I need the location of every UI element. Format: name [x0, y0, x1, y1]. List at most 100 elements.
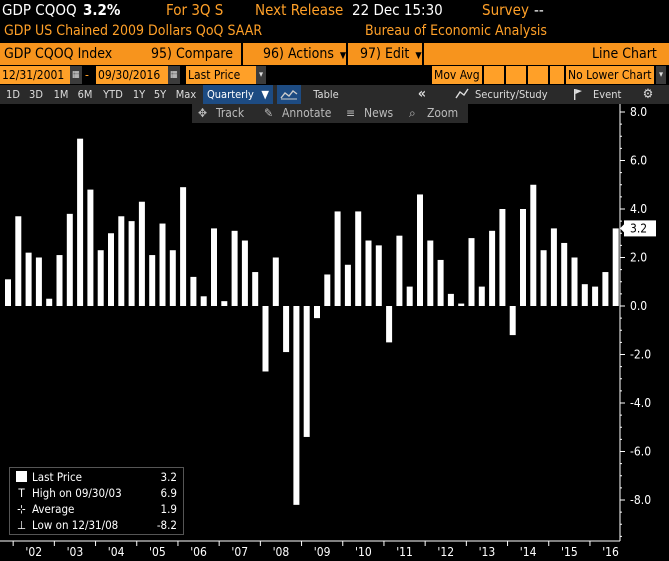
bar — [283, 306, 290, 353]
legend-average: ⊹ Average — [16, 501, 74, 517]
legend-last-price: Last Price — [16, 469, 82, 485]
last-value-pointer — [620, 223, 625, 234]
mov-avg-input-4[interactable] — [550, 66, 564, 84]
bar — [447, 293, 454, 307]
next-release-value: 22 Dec 15:30 — [352, 1, 443, 19]
bar — [293, 306, 300, 505]
index-label[interactable]: GDP CQOQ Index — [0, 43, 141, 65]
bar — [365, 240, 372, 306]
chevron-down-icon[interactable]: ▾ — [656, 66, 666, 84]
bar — [561, 242, 568, 306]
calendar-icon[interactable]: ▦ — [70, 66, 82, 84]
bar — [262, 306, 269, 372]
bar — [571, 257, 578, 306]
lower-chart-select[interactable]: No Lower Chart — [566, 66, 654, 84]
chevron-down-icon[interactable]: ▾ — [256, 66, 266, 84]
average-marker-icon: ⊹ — [17, 502, 26, 516]
calendar-icon[interactable]: ▦ — [168, 66, 180, 84]
x-tick-label: '10 — [355, 545, 372, 559]
track-icon: ✥ — [198, 106, 208, 120]
bar-chart[interactable]: 8.0 6.0 4.0 2.0 0.0 -2.0 -4.0 -6.0 -8.0 3.2 '02 '03… — [0, 104, 669, 561]
chart-type-label[interactable]: Line Chart — [592, 46, 657, 62]
survey-value: -- — [534, 1, 544, 19]
edit-label: 97) Edit — [360, 46, 410, 62]
zoom-button[interactable]: Zoom — [427, 106, 459, 120]
x-tick-label: '06 — [190, 545, 207, 559]
actions-menu[interactable]: 96) Actions ▼ — [243, 43, 346, 65]
annotate-button[interactable]: Annotate — [282, 106, 332, 120]
bar — [509, 306, 516, 336]
range-max[interactable]: Max — [175, 88, 197, 101]
date-controls: 12/31/2001 ▦ - 09/30/2016 ▦ Last Price ▾… — [0, 66, 669, 84]
range-5y[interactable]: 5Y — [153, 88, 167, 101]
bar — [499, 209, 506, 306]
x-tick-label: '03 — [67, 545, 84, 559]
mov-avg-input-1[interactable] — [484, 66, 504, 84]
chevron-down-icon: ▼ — [261, 88, 269, 101]
range-1m[interactable]: 1M — [53, 88, 69, 101]
flag-icon[interactable] — [571, 85, 585, 104]
bar — [592, 286, 599, 306]
security-study-button[interactable]: Security/Study — [475, 88, 548, 101]
study-icon[interactable] — [454, 85, 470, 104]
bar — [56, 255, 63, 306]
mov-avg-select[interactable]: Mov Avg — [432, 66, 482, 84]
chevron-down-icon: ▼ — [339, 51, 347, 61]
bar — [87, 189, 94, 306]
legend[interactable]: Last Price 3.2 T High on 09/30/03 6.9 ⊹ Av… — [9, 467, 184, 535]
legend-swatch — [16, 471, 27, 482]
bar — [406, 286, 413, 306]
collapse-left-icon[interactable]: « — [417, 86, 427, 102]
range-3d[interactable]: 3D — [29, 88, 43, 101]
bar — [540, 250, 547, 306]
range-1y[interactable]: 1Y — [132, 88, 146, 101]
bar — [478, 286, 485, 306]
x-tick-label: '09 — [314, 545, 331, 559]
news-button[interactable]: News — [364, 106, 394, 120]
date-separator: - — [85, 68, 89, 82]
field-select[interactable]: Last Price — [186, 66, 256, 84]
legend-last-price-value: 3.2 — [160, 470, 177, 484]
table-button[interactable]: Table — [313, 88, 339, 101]
mov-avg-input-2[interactable] — [506, 66, 526, 84]
x-tick-label: '11 — [396, 545, 413, 559]
start-date-field[interactable]: 12/31/2001 — [0, 66, 70, 84]
frequency-select[interactable]: Quarterly ▼ — [203, 85, 273, 104]
gear-icon[interactable]: ⚙ — [642, 87, 654, 102]
range-1d[interactable]: 1D — [6, 88, 20, 101]
y-tick-label: -6.0 — [630, 445, 651, 459]
menubar: GDP CQOQ Index 95) Compare 96) Actions ▼ … — [0, 43, 669, 65]
legend-average-value: 1.9 — [160, 502, 177, 516]
mov-avg-input-3[interactable] — [528, 66, 548, 84]
actions-label: 96) Actions — [263, 46, 334, 62]
bar — [355, 211, 362, 307]
bar — [314, 306, 320, 319]
x-tick-label: '15 — [561, 545, 578, 559]
range-ytd[interactable]: YTD — [103, 88, 123, 101]
end-date-field[interactable]: 09/30/2016 — [96, 66, 168, 84]
legend-low: ⊥ Low on 12/31/08 — [16, 517, 118, 533]
next-release-label: Next Release — [255, 1, 344, 19]
bar — [221, 301, 228, 306]
x-tick-label: '16 — [602, 545, 619, 559]
x-tick-label: '08 — [273, 545, 290, 559]
bar — [417, 194, 423, 306]
bar — [272, 257, 279, 306]
x-tick-label: '04 — [108, 545, 125, 559]
last-value-marker — [624, 220, 656, 237]
bar — [375, 245, 382, 307]
legend-high-label: High on 09/30/03 — [32, 486, 122, 500]
bar — [231, 230, 238, 306]
legend-low-value: -8.2 — [156, 518, 177, 532]
edit-menu[interactable]: 97) Edit ▼ — [348, 43, 422, 65]
bar — [25, 252, 32, 306]
x-tick-label: '02 — [25, 545, 42, 559]
frequency-label: Quarterly — [207, 88, 254, 101]
range-6m[interactable]: 6M — [77, 88, 93, 101]
event-button[interactable]: Event — [593, 88, 622, 101]
track-button[interactable]: Track — [216, 106, 245, 120]
compare-button[interactable]: 95) Compare — [139, 43, 241, 65]
line-chart-icon[interactable] — [277, 85, 301, 104]
high-marker-icon: T — [18, 486, 25, 500]
bar — [169, 250, 176, 306]
